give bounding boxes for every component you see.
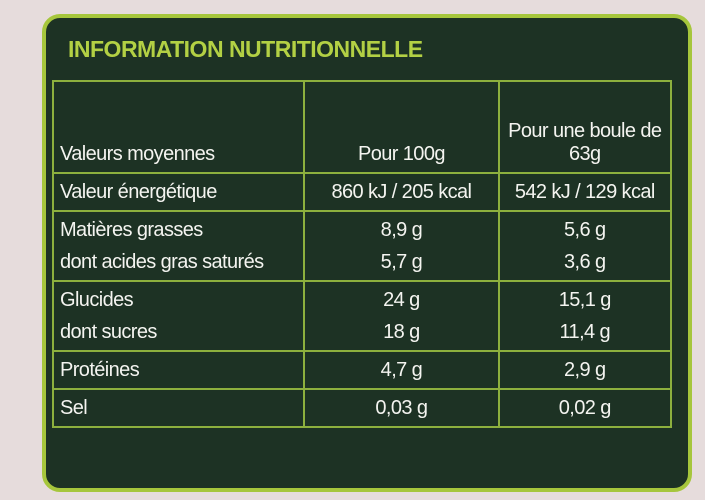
value-cell: 0,03 g xyxy=(303,388,500,428)
label-cell: Valeur énergétique xyxy=(51,172,306,212)
table-body: Valeurs moyennes Pour 100g Pour une boule … xyxy=(51,80,673,428)
header-cell: Pour 100g xyxy=(303,80,500,174)
header-cell: Valeurs moyennes xyxy=(51,80,306,174)
value-cell: 8,9 g 5,7 g xyxy=(303,210,500,282)
value-cell: 2,9 g xyxy=(497,350,673,390)
value-cell: 15,1 g 11,4 g xyxy=(497,280,673,352)
section-row: Matières grasses dont acides gras saturés… xyxy=(51,210,673,282)
label-cell: Matières grasses dont acides gras saturés xyxy=(51,210,306,282)
value: 3,6 g xyxy=(564,251,606,273)
value: 18 g xyxy=(383,321,420,343)
value: 5,6 g xyxy=(564,219,606,241)
section-row: Protéines 4,7 g 2,9 g xyxy=(51,350,673,390)
value: 15,1 g xyxy=(558,289,612,311)
value-cell: 4,7 g xyxy=(303,350,500,390)
value-cell: 5,6 g 3,6 g xyxy=(497,210,673,282)
value-cell: 24 g 18 g xyxy=(303,280,500,352)
value: 11,4 g xyxy=(559,321,611,343)
value: 8,9 g xyxy=(380,219,423,241)
nutrient: dont acides gras saturés xyxy=(60,251,264,273)
value: 860 kJ / 205 kcal xyxy=(331,181,472,203)
value: 542 kJ / 129 kcal xyxy=(514,181,655,203)
label-cell: Sel xyxy=(51,388,306,428)
label-cell: Glucides dont sucres xyxy=(51,280,306,352)
value: 2,9 g xyxy=(564,359,606,381)
value: 24 g xyxy=(383,289,420,311)
value-cell: 542 kJ / 129 kcal xyxy=(497,172,673,212)
nutrient: Protéines xyxy=(60,359,140,381)
section-row: Valeur énergétique 860 kJ / 205 kcal 542 k… xyxy=(51,172,673,212)
value: 4,7 g xyxy=(380,359,423,381)
nutrient: dont sucres xyxy=(60,321,157,343)
value: 0,02 g xyxy=(558,397,612,419)
nutrient: Valeur énergétique xyxy=(60,181,217,203)
label-cell: Protéines xyxy=(51,350,306,390)
title: INFORMATION NUTRITIONNELLE xyxy=(68,36,423,62)
header-cell: Pour une boule de 63g xyxy=(497,80,673,174)
nutrient: Sel xyxy=(60,397,88,419)
header-row: Valeurs moyennes Pour 100g Pour une boule … xyxy=(51,80,673,174)
nutrition-table: Valeurs moyennes Pour 100g Pour une boule … xyxy=(51,80,673,428)
nutrient: Matières grasses xyxy=(60,219,203,241)
value: 0,03 g xyxy=(375,397,428,419)
section-row: Sel 0,03 g 0,02 g xyxy=(51,388,673,428)
section-row: Glucides dont sucres 24 g 18 g 15,1 g 11,4 g xyxy=(51,280,673,352)
value-cell: 0,02 g xyxy=(497,388,673,428)
nutrition-panel: INFORMATION NUTRITIONNELLE Valeurs moyen… xyxy=(42,14,692,492)
nutrient: Glucides xyxy=(60,289,134,311)
value-cell: 860 kJ / 205 kcal xyxy=(303,172,500,212)
value: 5,7 g xyxy=(380,251,423,273)
